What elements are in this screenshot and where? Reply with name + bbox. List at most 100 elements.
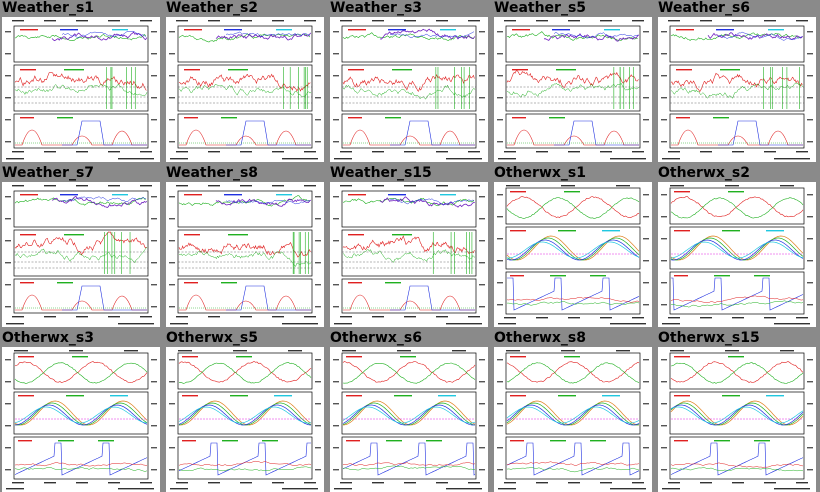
axis-tick: [807, 403, 813, 405]
time-axis-label: [76, 151, 88, 153]
tile-title[interactable]: Weather_s7: [2, 165, 95, 181]
plot-tile[interactable]: Otherwx_s2: [656, 165, 818, 327]
axis-tick: [807, 141, 813, 143]
plot-tile[interactable]: Otherwx_s3: [0, 330, 162, 492]
plot-tile[interactable]: Weather_s3: [328, 0, 490, 162]
plot-tile[interactable]: Weather_s5: [492, 0, 654, 162]
legend-item: [549, 117, 565, 119]
plot-thumbnail[interactable]: [494, 347, 652, 492]
axis-tick: [479, 240, 485, 242]
plot-thumbnail[interactable]: [166, 347, 324, 492]
time-axis-label: [372, 482, 384, 484]
axis-tick: [661, 216, 667, 218]
plot-tile[interactable]: Weather_s8: [164, 165, 326, 327]
time-axis-label: [436, 482, 448, 484]
axis-tick: [315, 31, 321, 33]
plot-thumbnail[interactable]: [2, 17, 160, 162]
plot-tile[interactable]: Otherwx_s6: [328, 330, 490, 492]
legend-item: [276, 194, 292, 196]
axis-tick: [497, 216, 503, 218]
plot-tile[interactable]: Weather_s7: [0, 165, 162, 327]
tile-title[interactable]: Otherwx_s5: [166, 330, 258, 346]
header-tick-label: [700, 20, 712, 22]
tile-title[interactable]: Weather_s1: [2, 0, 95, 16]
plot-tile[interactable]: Otherwx_s8: [492, 330, 654, 492]
tile-title[interactable]: Weather_s5: [494, 0, 587, 16]
plot-thumbnail[interactable]: [330, 182, 488, 327]
legend-item: [348, 69, 364, 71]
panel-wind: [177, 25, 313, 63]
tile-title[interactable]: Weather_s6: [658, 0, 751, 16]
axis-tick: [497, 282, 503, 284]
header-tick-label: [561, 185, 575, 187]
tile-title[interactable]: Otherwx_s8: [494, 330, 586, 346]
plot-thumbnail-image: [661, 185, 813, 325]
header-tick-label: [240, 185, 252, 187]
axis-tick: [5, 119, 11, 121]
time-axis-label: [700, 317, 712, 319]
axis-tick: [661, 75, 667, 77]
time-axis-label: [732, 482, 744, 484]
panel-soil-temp: [341, 391, 477, 435]
axis-tick: [807, 381, 813, 383]
plot-thumbnail[interactable]: [2, 182, 160, 327]
axis-tick: [479, 381, 485, 383]
plot-tile[interactable]: Weather_s2: [164, 0, 326, 162]
plot-thumbnail[interactable]: [166, 17, 324, 162]
tile-title[interactable]: Otherwx_s1: [494, 165, 586, 181]
tile-title[interactable]: Otherwx_s3: [2, 330, 94, 346]
plot-thumbnail[interactable]: [166, 182, 324, 327]
tile-title[interactable]: Otherwx_s6: [330, 330, 422, 346]
axis-tick: [497, 97, 503, 99]
footer-label: [662, 158, 680, 160]
legend-item: [221, 282, 237, 284]
header-tick-label: [764, 20, 776, 22]
legend-item: [346, 395, 362, 397]
tile-title[interactable]: Otherwx_s2: [658, 165, 750, 181]
time-axis-label: [272, 151, 284, 153]
plot-tile[interactable]: Weather_s1: [0, 0, 162, 162]
axis-tick: [661, 469, 667, 471]
plot-tile[interactable]: Otherwx_s1: [492, 165, 654, 327]
header-tick-label: [668, 20, 680, 22]
axis-tick: [333, 469, 339, 471]
tile-title[interactable]: Weather_s3: [330, 0, 423, 16]
footer-label: [170, 323, 188, 325]
plot-thumbnail[interactable]: [658, 182, 816, 327]
time-axis-label: [536, 482, 548, 484]
legend-item: [392, 69, 412, 71]
plot-tile[interactable]: Otherwx_s15: [656, 330, 818, 492]
plot-tile[interactable]: Weather_s6: [656, 0, 818, 162]
tile-title[interactable]: Weather_s2: [166, 0, 259, 16]
plot-thumbnail-image: [5, 185, 157, 325]
tile-title[interactable]: Otherwx_s15: [658, 330, 760, 346]
header-tick-label: [233, 350, 247, 352]
plot-thumbnail-image: [333, 350, 485, 490]
legend-item: [510, 356, 526, 358]
time-axis-label: [568, 151, 580, 153]
header-tick-label: [504, 20, 516, 22]
header-tick-label: [397, 350, 411, 352]
plot-thumbnail-image: [333, 185, 485, 325]
panel-radiation: [341, 278, 477, 314]
footer-label: [610, 323, 646, 325]
tile-title[interactable]: Weather_s15: [330, 165, 432, 181]
plot-thumbnail[interactable]: [330, 347, 488, 492]
plot-thumbnail[interactable]: [2, 347, 160, 492]
axis-tick: [497, 381, 503, 383]
plot-thumbnail[interactable]: [658, 17, 816, 162]
plot-thumbnail[interactable]: [658, 347, 816, 492]
plot-tile[interactable]: Weather_s15: [328, 165, 490, 327]
legend-item: [236, 356, 252, 358]
plot-thumbnail[interactable]: [330, 17, 488, 162]
axis-tick: [169, 403, 175, 405]
legend-item: [440, 29, 456, 31]
plot-thumbnail-image: [169, 350, 321, 490]
plot-thumbnail[interactable]: [494, 182, 652, 327]
axis-tick: [643, 119, 649, 121]
header-tick-label: [44, 20, 56, 22]
plot-tile[interactable]: Otherwx_s5: [164, 330, 326, 492]
axis-tick: [643, 75, 649, 77]
plot-thumbnail[interactable]: [494, 17, 652, 162]
tile-title[interactable]: Weather_s8: [166, 165, 259, 181]
